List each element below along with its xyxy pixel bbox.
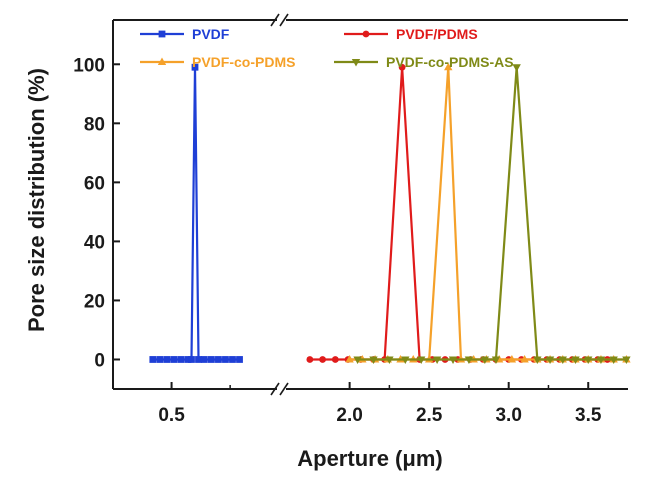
series-pvdf (149, 63, 243, 363)
legend-item-pvdf: PVDF (140, 26, 230, 42)
x-axis-label: Aperture (μm) (297, 446, 442, 471)
data-point (558, 356, 567, 364)
data-point (480, 356, 490, 364)
y-tick-label: 60 (84, 173, 105, 194)
series-line (152, 66, 240, 361)
data-point (444, 62, 453, 71)
data-point (432, 356, 442, 364)
series-line (357, 66, 627, 361)
y-tick-label: 0 (94, 350, 105, 371)
legend-marker (158, 30, 166, 38)
data-point (507, 354, 517, 363)
data-point (345, 354, 354, 363)
y-tick-label: 40 (84, 232, 105, 253)
data-point (319, 356, 326, 363)
legend: PVDF PVDF/PDMS PVDF-co-PDMS PVDF-co-PDMS-AS (140, 26, 514, 70)
x-tick-label: 3.5 (575, 405, 602, 426)
data-point (596, 356, 606, 364)
data-point (512, 64, 521, 72)
break-slash (270, 13, 280, 27)
x-tick-label: 0.5 (158, 405, 185, 426)
data-point (331, 356, 339, 363)
legend-marker (157, 57, 167, 65)
legend-label: PVDF (192, 26, 230, 42)
data-point (609, 356, 618, 364)
data-point (170, 356, 178, 363)
data-point (163, 356, 171, 363)
y-tick-label: 100 (73, 55, 105, 76)
series-line (349, 66, 627, 361)
data-point (306, 356, 314, 363)
data-point (184, 356, 192, 363)
y-tick-label: 20 (84, 291, 105, 312)
data-point (622, 356, 631, 364)
legend-marker (362, 30, 370, 38)
data-point (385, 356, 394, 364)
data-point (533, 356, 542, 364)
x-tick-label: 2.0 (336, 405, 362, 426)
legend-item-pvdf-pdms: PVDF/PDMS (344, 26, 478, 42)
data-point (545, 356, 555, 364)
series-layer (149, 62, 631, 364)
y-tick-label: 80 (84, 114, 105, 135)
break-slash (279, 13, 289, 27)
axis-break-top (270, 13, 289, 27)
data-point (401, 356, 410, 364)
data-point (229, 356, 236, 363)
legend-item-pvdf-co-pdms: PVDF-co-PDMS (140, 54, 295, 70)
data-point (149, 356, 157, 363)
break-slash (279, 382, 289, 396)
data-point (398, 63, 406, 71)
data-point (156, 356, 164, 363)
data-point (369, 356, 378, 364)
data-point (464, 356, 474, 364)
break-slash (270, 382, 280, 396)
x-tick-label: 2.5 (416, 405, 443, 426)
data-point (222, 356, 229, 363)
data-point (353, 356, 362, 364)
data-point (491, 356, 501, 364)
legend-label: PVDF/PDMS (396, 26, 478, 42)
series-pvdf-co-pdms-as (353, 64, 631, 364)
axis-break-bottom (270, 382, 289, 396)
data-point (448, 356, 458, 364)
data-point (520, 354, 529, 363)
data-point (417, 356, 426, 364)
legend-marker (351, 59, 361, 67)
data-point (188, 356, 195, 363)
data-point (191, 63, 199, 71)
axes: 0 20 40 60 80 100 0.5 2.0 2.5 3.0 3.5 (73, 13, 628, 426)
y-axis-label: Pore size distribution (%) (24, 68, 49, 332)
x-tick-label: 3.0 (495, 405, 521, 426)
data-point (236, 356, 243, 363)
data-point (215, 356, 222, 363)
data-point (177, 356, 185, 363)
data-point (195, 356, 202, 363)
data-point (200, 356, 208, 363)
legend-label: PVDF-co-PDMS-AS (386, 54, 514, 70)
legend-item-pvdf-co-pdms-as: PVDF-co-PDMS-AS (334, 54, 514, 70)
legend-label: PVDF-co-PDMS (192, 54, 295, 70)
data-point (208, 356, 215, 363)
data-point (571, 356, 580, 364)
data-point (584, 356, 593, 364)
